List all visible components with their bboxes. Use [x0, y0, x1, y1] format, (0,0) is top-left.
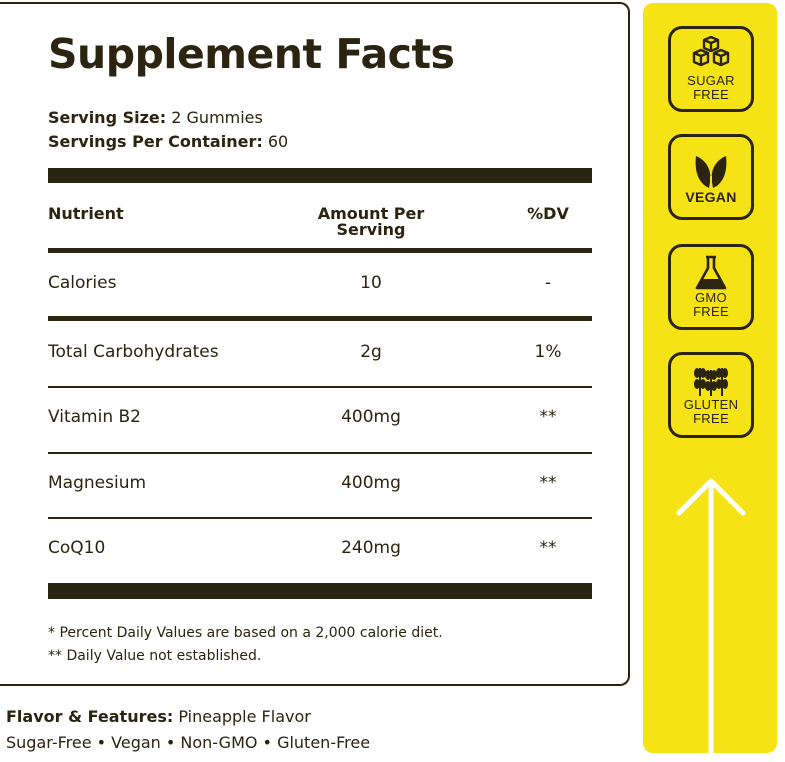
nutrient-dv: - — [544, 273, 552, 293]
table-row: Vitamin B2 400mg ** — [48, 387, 592, 451]
row-divider — [48, 452, 592, 454]
nutrient-name: Total Carbohydrates — [48, 342, 219, 362]
column-header-nutrient: Nutrient — [48, 204, 124, 223]
badge-label: FREE — [693, 411, 729, 426]
thick-divider-bottom — [48, 583, 592, 599]
row-divider — [48, 386, 592, 388]
thick-divider-top — [48, 168, 592, 183]
sugar-cubes-icon — [692, 36, 730, 67]
flavor-line: Flavor & Features: Pineapple Flavor — [6, 709, 311, 725]
badge-label: GLUTEN — [683, 397, 739, 413]
features-line: Sugar-Free • Vegan • Non-GMO • Gluten-Fr… — [6, 733, 371, 752]
leaf-icon — [695, 155, 727, 188]
footnote-not-established: ** Daily Value not established. — [48, 648, 262, 664]
table-row: Total Carbohydrates 2g 1% — [48, 322, 592, 386]
page-title: Supplement Facts — [48, 30, 455, 78]
badge-label: GMO — [695, 290, 727, 306]
feature-badge-sidebar: SUGAR FREE VEGAN GMO FREE — [643, 3, 777, 755]
column-header-amount: Amount Per Serving — [317, 204, 425, 239]
nutrient-amount: 400mg — [341, 473, 401, 493]
nutrient-name: Vitamin B2 — [48, 407, 142, 427]
nutrient-amount: 10 — [360, 273, 382, 293]
servings-per-container-value: 60 — [262, 132, 289, 151]
serving-size-label: Serving Size: — [48, 108, 167, 127]
nutrient-name: Calories — [48, 273, 117, 293]
servings-per-container: Servings Per Container: 60 — [48, 134, 288, 150]
nutrient-name: Magnesium — [48, 473, 147, 493]
supplement-facts-panel — [0, 2, 630, 686]
table-row: Calories 10 - — [48, 253, 592, 317]
vegan-badge: VEGAN — [668, 134, 754, 220]
footnote-daily-values: * Percent Daily Values are based on a 2,… — [48, 625, 443, 641]
table-row: Magnesium 400mg ** — [48, 453, 592, 517]
badge-label: SUGAR — [687, 73, 735, 89]
sugar-free-badge: SUGAR FREE — [668, 26, 754, 112]
flask-icon — [695, 256, 727, 290]
nutrient-amount: 240mg — [341, 538, 401, 558]
gluten-free-badge: GLUTEN FREE — [668, 352, 754, 438]
row-divider — [48, 517, 592, 519]
calories-divider — [48, 316, 592, 321]
gmo-free-badge: GMO FREE — [668, 244, 754, 330]
badge-label: FREE — [693, 304, 729, 319]
table-row: CoQ10 240mg ** — [48, 518, 592, 582]
badge-label: FREE — [693, 87, 729, 102]
arrow-up-icon — [676, 478, 746, 755]
nutrient-amount: 400mg — [341, 407, 401, 427]
wheat-icon — [694, 368, 728, 397]
badge-label: VEGAN — [685, 188, 737, 205]
flavor-value: Pineapple Flavor — [173, 707, 311, 726]
nutrient-dv: ** — [539, 538, 557, 558]
nutrient-dv: 1% — [534, 342, 562, 362]
flavor-label: Flavor & Features: — [6, 707, 174, 726]
nutrient-dv: ** — [539, 407, 557, 427]
column-header-dv: %DV — [527, 204, 569, 223]
header-divider — [48, 248, 592, 253]
nutrient-name: CoQ10 — [48, 538, 106, 558]
nutrient-dv: ** — [539, 473, 557, 493]
serving-size-value: 2 Gummies — [166, 108, 263, 127]
servings-per-container-label: Servings Per Container: — [48, 132, 263, 151]
serving-size: Serving Size: 2 Gummies — [48, 110, 263, 126]
nutrient-amount: 2g — [360, 342, 382, 362]
